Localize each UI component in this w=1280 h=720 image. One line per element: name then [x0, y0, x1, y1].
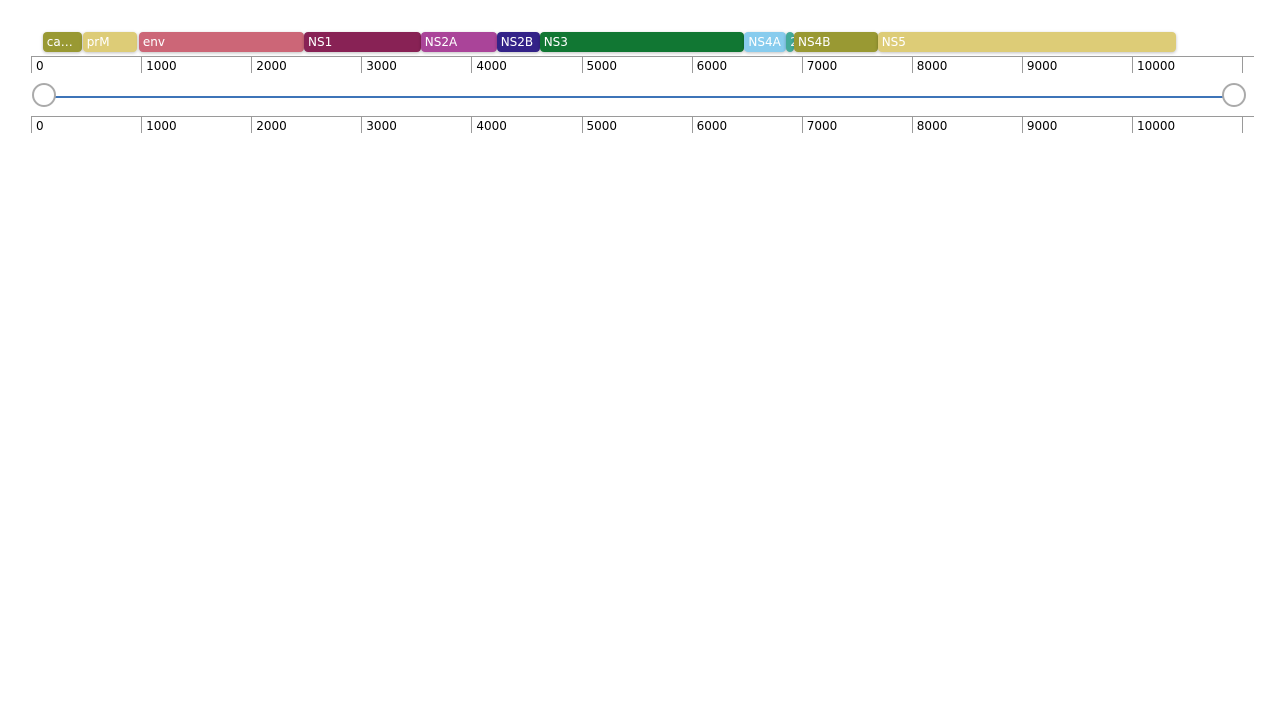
feature-2K[interactable]: 2: [786, 32, 794, 52]
feature-NS5[interactable]: NS5: [877, 32, 1177, 52]
feature-label: ca…: [46, 35, 73, 49]
feature-label: NS5: [881, 35, 906, 49]
ruler-tick: 6000: [691, 57, 727, 73]
ruler-end-tick: [1242, 117, 1243, 133]
genome-feature-track: ca… prM env NS1 NS2A NS2B NS3 NS4A 2 NS4…: [0, 32, 1280, 52]
ruler-tick: 7000: [801, 117, 837, 133]
position-ruler-top: 0 1000 2000 3000 4000 5000 6000 7000 800…: [31, 56, 1254, 73]
feature-NS1[interactable]: NS1: [304, 32, 421, 52]
feature-label: env: [142, 35, 165, 49]
ruler-tick: 9000: [1021, 117, 1057, 133]
ruler-tick: 5000: [581, 117, 617, 133]
ruler-tick: 7000: [801, 57, 837, 73]
feature-label: NS3: [543, 35, 568, 49]
feature-label: NS4B: [798, 35, 831, 49]
position-ruler-bottom: 0 1000 2000 3000 4000 5000 6000 7000 800…: [31, 116, 1254, 133]
ruler-tick: 8000: [911, 57, 947, 73]
ruler-tick: 2000: [251, 57, 287, 73]
feature-env[interactable]: env: [138, 32, 305, 52]
feature-label: NS1: [308, 35, 333, 49]
ruler-end-tick: [1242, 57, 1243, 73]
ruler-tick: 2000: [251, 117, 287, 133]
feature-label: NS2A: [424, 35, 458, 49]
ruler-tick: 4000: [471, 57, 507, 73]
ruler-tick: 10000: [1132, 57, 1175, 73]
feature-label: prM: [86, 35, 110, 49]
feature-NS4A[interactable]: NS4A: [744, 32, 787, 52]
feature-NS3[interactable]: NS3: [539, 32, 745, 52]
ruler-tick: 5000: [581, 57, 617, 73]
ruler-tick: 1000: [141, 117, 177, 133]
ruler-tick: 10000: [1132, 117, 1175, 133]
feature-label: NS2B: [500, 35, 534, 49]
feature-label: NS4A: [748, 35, 781, 49]
feature-NS2B[interactable]: NS2B: [496, 32, 540, 52]
range-slider[interactable]: [31, 82, 1250, 110]
range-start-handle[interactable]: [32, 83, 56, 107]
ruler-tick: 4000: [471, 117, 507, 133]
ruler-tick: 6000: [691, 117, 727, 133]
ruler-tick: 3000: [361, 57, 397, 73]
ruler-tick: 8000: [911, 117, 947, 133]
ruler-tick: 0: [31, 57, 44, 73]
ruler-tick: 9000: [1021, 57, 1057, 73]
ruler-tick: 0: [31, 117, 44, 133]
range-end-handle[interactable]: [1222, 83, 1246, 107]
feature-NS4B[interactable]: NS4B: [794, 32, 878, 52]
slider-track[interactable]: [45, 96, 1236, 98]
ruler-tick: 3000: [361, 117, 397, 133]
feature-prM[interactable]: prM: [82, 32, 137, 52]
feature-NS2A[interactable]: NS2A: [420, 32, 497, 52]
feature-capsid[interactable]: ca…: [42, 32, 82, 52]
ruler-tick: 1000: [141, 57, 177, 73]
